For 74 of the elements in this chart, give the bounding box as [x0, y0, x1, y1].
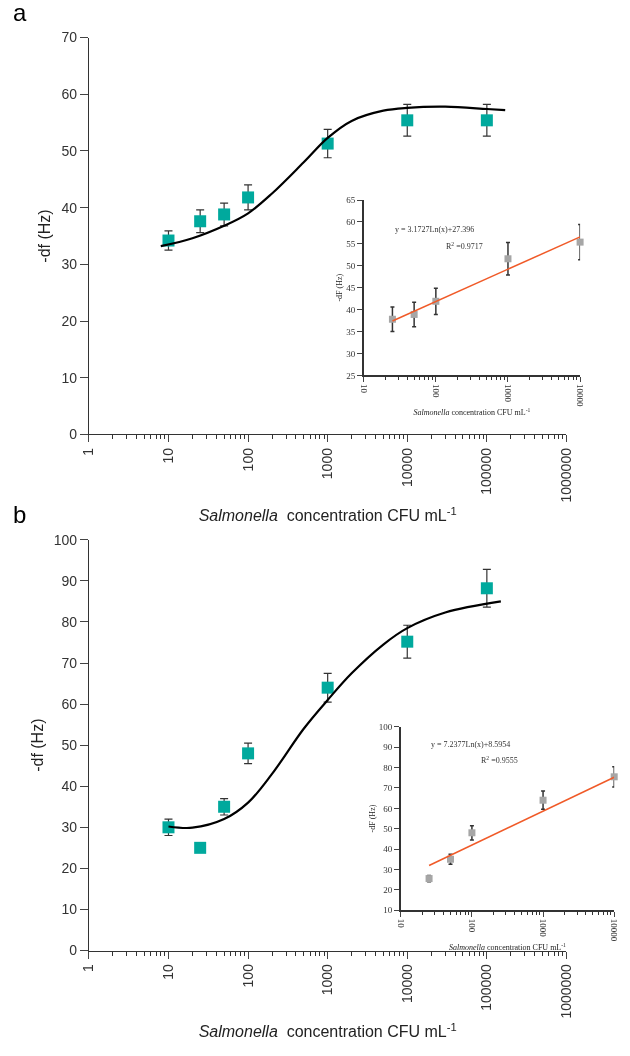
y-tick-label: 45: [346, 282, 356, 293]
y-tick-label: 70: [61, 654, 78, 671]
y-tick-label: 60: [61, 86, 78, 103]
x-tick-label: 100: [430, 383, 441, 398]
y-tick-label: 90: [383, 742, 393, 753]
x-tick-label: 1000: [503, 383, 514, 403]
y-tick-label: 35: [346, 326, 356, 337]
y-tick-label: 25: [346, 370, 356, 381]
x-tick-label: 100: [239, 447, 256, 472]
y-tick-label: 70: [383, 783, 393, 794]
x-axis-title: Salmonella concentration CFU mL$^{-1}$: [198, 1020, 457, 1041]
x-tick-label: 1: [80, 447, 97, 456]
annotation: R$^{2}$ =0.9717: [446, 241, 483, 252]
y-tick-label: 30: [383, 864, 393, 875]
chart-title: b: [13, 501, 27, 528]
x-tick-label: 100000: [478, 963, 495, 1011]
x-tick-label: 100: [239, 963, 256, 988]
y-tick-label: 60: [346, 217, 356, 228]
x-tick-label: 10000: [609, 918, 620, 942]
y-tick-label: 10: [61, 369, 78, 386]
x-tick-label: 1000000: [558, 963, 574, 1019]
y-tick-label: 10: [383, 905, 393, 916]
x-tick-label: 10: [160, 963, 177, 980]
y-tick-label: 10: [61, 901, 78, 918]
y-tick-label: 60: [383, 803, 393, 814]
x-tick-label: 1000000: [558, 447, 574, 503]
x-tick-label: 10000: [398, 963, 415, 1004]
y-tick-label: 100: [53, 531, 78, 548]
y-tick-label: 40: [61, 199, 78, 216]
x-axis-title: Salmonella concentration CFU mL$^{-1}$: [413, 407, 531, 418]
y-tick-label: 60: [61, 695, 78, 712]
y-tick-label: 80: [61, 613, 78, 630]
y-axis-title: -df (Hz): [28, 718, 46, 772]
y-tick-label: 20: [61, 860, 78, 877]
x-axis-title: Salmonella concentration CFU mL$^{-1}$: [198, 504, 457, 525]
y-axis-title: -dF (Hz): [367, 804, 377, 833]
annotation: y = 7.2377Ln(x)+8.5954: [431, 740, 511, 749]
y-tick-label: 0: [69, 426, 78, 443]
x-tick-label: 10000: [398, 447, 415, 487]
x-tick-label: 10: [395, 918, 406, 929]
y-tick-label: 30: [61, 819, 78, 836]
y-tick-label: 65: [346, 195, 356, 206]
y-tick-label: 90: [61, 572, 78, 589]
y-tick-label: 100: [378, 722, 393, 733]
y-tick-label: 50: [346, 260, 356, 271]
y-tick-label: 20: [383, 884, 393, 895]
x-axis-title: Salmonella concentration CFU mL$^{-1}$: [449, 941, 567, 953]
y-tick-label: 50: [383, 823, 393, 834]
y-tick-label: 80: [383, 762, 393, 773]
x-tick-label: 100: [466, 918, 477, 933]
x-tick-label: 1000: [319, 963, 336, 996]
y-tick-label: 40: [383, 844, 393, 855]
x-tick-label: 1: [80, 963, 97, 972]
y-tick-label: 20: [61, 312, 78, 329]
annotation: R$^{2}$ =0.9555: [481, 755, 518, 766]
y-tick-label: 30: [61, 256, 78, 273]
x-tick-label: 10000: [575, 383, 586, 407]
y-axis-title: -df (Hz): [36, 209, 54, 263]
y-tick-label: 70: [61, 29, 78, 46]
y-tick-label: 55: [346, 239, 356, 250]
x-tick-label: 10: [358, 383, 369, 394]
chart-title: a: [13, 0, 27, 26]
annotation: y = 3.1727Ln(x)+27.396: [395, 225, 475, 234]
y-tick-label: 50: [61, 737, 78, 754]
x-tick-label: 1000: [319, 447, 336, 480]
y-tick-label: 30: [346, 348, 356, 359]
y-tick-label: 0: [69, 942, 78, 959]
x-tick-label: 10: [160, 447, 177, 464]
x-tick-label: 1000: [538, 918, 549, 938]
y-tick-label: 50: [61, 142, 78, 159]
y-tick-label: 40: [346, 304, 356, 315]
y-axis-title: -dF (Hz): [335, 273, 345, 302]
y-tick-label: 40: [61, 778, 78, 795]
x-tick-label: 100000: [478, 447, 495, 495]
